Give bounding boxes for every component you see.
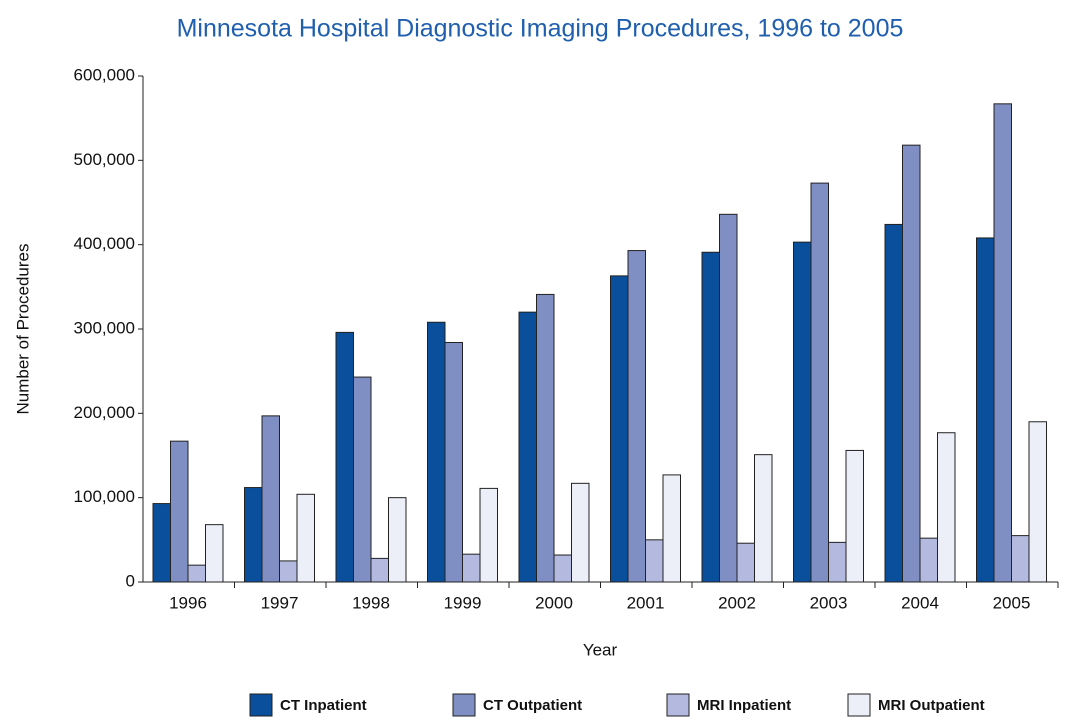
chart-title: Minnesota Hospital Diagnostic Imaging Pr…: [177, 15, 904, 43]
bar: [993, 103, 1012, 583]
bar: [261, 415, 280, 583]
y-tick-label: 500,000: [74, 150, 135, 169]
y-axis-label: Number of Procedures: [13, 243, 32, 414]
bar: [902, 144, 921, 583]
bar: [884, 223, 903, 583]
bar: [645, 539, 664, 583]
bar: [427, 321, 446, 583]
bar: [479, 487, 498, 583]
y-tick-label: 300,000: [74, 318, 135, 337]
bar: [810, 182, 829, 583]
bar: [845, 449, 864, 583]
x-tick-label: 2000: [535, 593, 573, 612]
legend-swatch: [666, 693, 690, 717]
legend-label: CT Inpatient: [280, 697, 367, 714]
bar: [1011, 535, 1030, 583]
bar: [553, 554, 572, 583]
bar: [170, 440, 189, 583]
legend-swatch: [847, 693, 871, 717]
y-tick-label: 0: [126, 571, 135, 590]
x-tick-label: 2005: [993, 593, 1031, 612]
y-tick-label: 600,000: [74, 65, 135, 84]
legend-swatch: [249, 693, 273, 717]
x-tick-label: 2004: [901, 593, 939, 612]
bar: [536, 293, 555, 583]
y-tick-label: 100,000: [74, 487, 135, 506]
bar: [919, 537, 938, 583]
bar: [754, 454, 773, 583]
bar: [610, 275, 629, 583]
x-tick-label: 2001: [627, 593, 665, 612]
x-tick-label: 2002: [718, 593, 756, 612]
bar: [353, 376, 372, 583]
bar: [335, 331, 354, 583]
x-tick-label: 1996: [169, 593, 207, 612]
x-tick-label: 1998: [352, 593, 390, 612]
bar: [976, 237, 995, 583]
bar: [187, 564, 206, 583]
legend-label: MRI Outpatient: [878, 697, 985, 714]
legend-label: CT Outpatient: [483, 697, 582, 714]
bar: [1028, 421, 1047, 583]
bar: [736, 542, 755, 583]
bar: [296, 493, 315, 583]
x-tick-label: 1999: [444, 593, 482, 612]
y-tick-label: 200,000: [74, 403, 135, 422]
bar: [244, 487, 263, 583]
bar: [571, 482, 590, 583]
bar: [719, 213, 738, 583]
bar: [518, 311, 537, 583]
x-axis-label: Year: [583, 640, 618, 659]
bar: [279, 560, 298, 583]
bar: [205, 524, 224, 583]
x-tick-label: 2003: [810, 593, 848, 612]
bar: [662, 474, 681, 583]
bar: [627, 250, 646, 583]
bar: [793, 241, 812, 583]
bar: [828, 541, 847, 583]
bar: [701, 251, 720, 583]
bar: [462, 553, 481, 583]
bar: [937, 432, 956, 583]
bar: [388, 497, 407, 583]
y-tick-label: 400,000: [74, 234, 135, 253]
bar: [152, 503, 171, 583]
bar: [370, 557, 389, 583]
bar: [444, 341, 463, 583]
x-tick-label: 1997: [261, 593, 299, 612]
legend-label: MRI Inpatient: [697, 697, 791, 714]
legend-swatch: [452, 693, 476, 717]
